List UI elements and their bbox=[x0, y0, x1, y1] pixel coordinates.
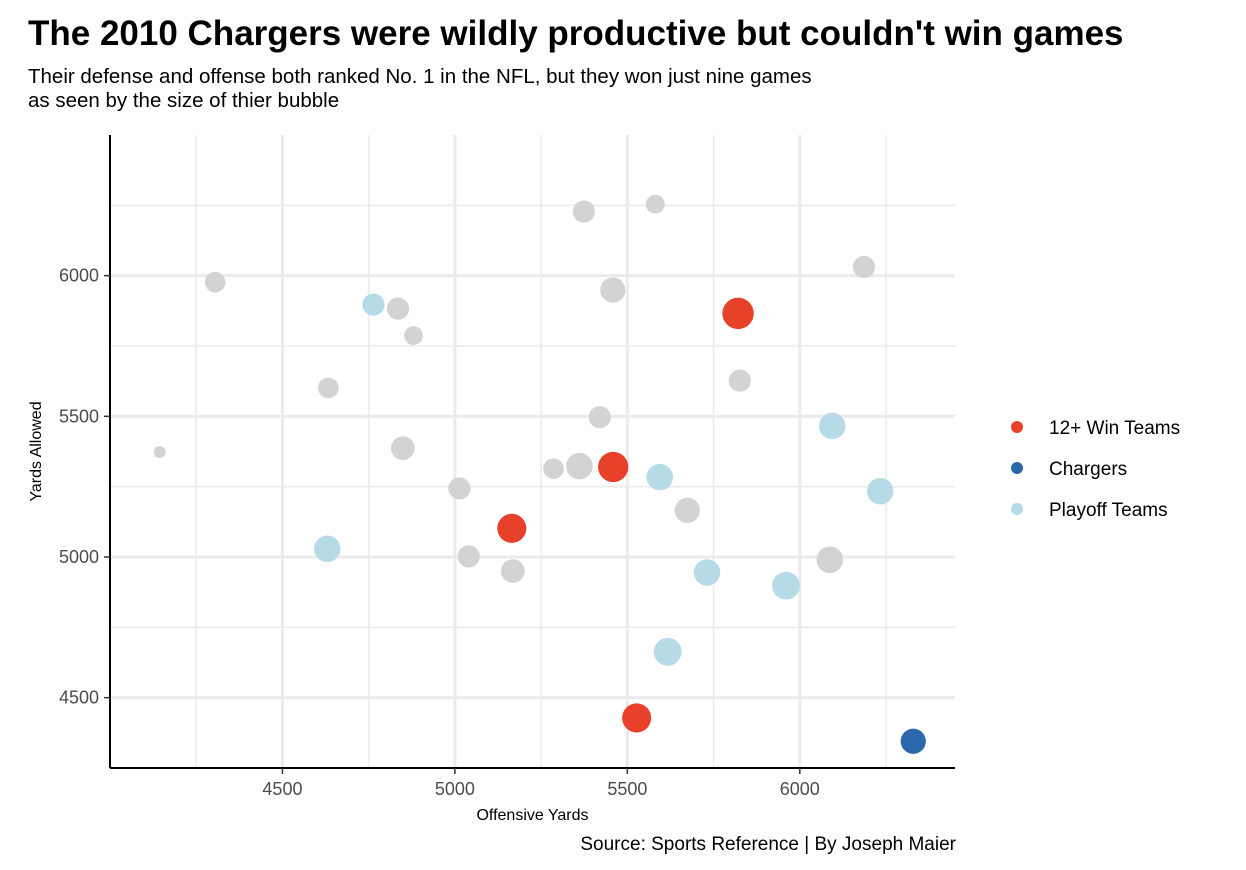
data-point bbox=[566, 452, 593, 480]
data-point bbox=[646, 463, 674, 491]
data-point bbox=[153, 446, 166, 459]
chart-subtitle: Their defense and offense both ranked No… bbox=[28, 65, 812, 113]
data-point bbox=[693, 559, 721, 586]
data-point bbox=[674, 497, 700, 523]
data-point bbox=[622, 703, 652, 733]
y-tick-label: 4500 bbox=[59, 688, 99, 708]
data-point bbox=[362, 293, 385, 316]
x-tick-label: 5000 bbox=[435, 779, 475, 799]
data-point bbox=[772, 571, 800, 600]
data-point bbox=[314, 535, 341, 563]
tick-layer: 4500 5000 5500 6000 4500 5000 5500 6000 bbox=[59, 266, 820, 799]
data-point bbox=[866, 477, 894, 505]
data-point bbox=[572, 200, 596, 223]
legend-label: Playoff Teams bbox=[1049, 500, 1168, 521]
data-point bbox=[645, 194, 665, 214]
y-axis-title: Yards Allowed bbox=[28, 401, 45, 501]
grid-layer bbox=[110, 135, 955, 769]
data-point bbox=[457, 545, 480, 568]
x-tick-label: 5500 bbox=[607, 779, 647, 799]
x-axis-title: Offensive Yards bbox=[476, 807, 588, 824]
data-point bbox=[390, 436, 415, 461]
data-point bbox=[816, 546, 844, 574]
legend: 12+ Win Teams Chargers Playoff Teams bbox=[1011, 418, 1180, 521]
x-tick-label: 6000 bbox=[780, 779, 820, 799]
data-point bbox=[448, 477, 471, 500]
x-tick-label: 4500 bbox=[262, 779, 302, 799]
subtitle-line-2: as seen by the size of thier bubble bbox=[28, 89, 340, 112]
data-point bbox=[386, 297, 410, 320]
data-point bbox=[600, 277, 626, 303]
chart-title: The 2010 Chargers were wildly productive… bbox=[28, 14, 1124, 53]
axis-layer bbox=[109, 135, 955, 769]
data-point bbox=[543, 458, 564, 479]
y-tick-label: 5500 bbox=[59, 406, 99, 426]
data-point bbox=[900, 728, 926, 754]
legend-key bbox=[1011, 421, 1023, 433]
data-point bbox=[588, 406, 611, 429]
y-tick-label: 5000 bbox=[59, 547, 99, 567]
legend-label: 12+ Win Teams bbox=[1049, 418, 1180, 439]
points-layer bbox=[153, 194, 926, 754]
legend-label: Chargers bbox=[1049, 459, 1127, 480]
legend-key bbox=[1011, 462, 1023, 474]
data-point bbox=[404, 326, 423, 345]
data-point bbox=[722, 297, 754, 330]
legend-key bbox=[1011, 503, 1023, 515]
data-point bbox=[852, 255, 876, 279]
chart-caption: Source: Sports Reference | By Joseph Mai… bbox=[580, 834, 956, 855]
data-point bbox=[598, 451, 629, 483]
data-point bbox=[204, 271, 226, 293]
data-point bbox=[653, 637, 682, 666]
data-point bbox=[497, 513, 527, 543]
subtitle-line-1: Their defense and offense both ranked No… bbox=[28, 65, 812, 88]
data-point bbox=[500, 559, 525, 583]
data-point bbox=[728, 369, 751, 392]
y-tick-label: 6000 bbox=[59, 266, 99, 286]
data-point bbox=[818, 412, 846, 440]
data-point bbox=[318, 377, 339, 399]
